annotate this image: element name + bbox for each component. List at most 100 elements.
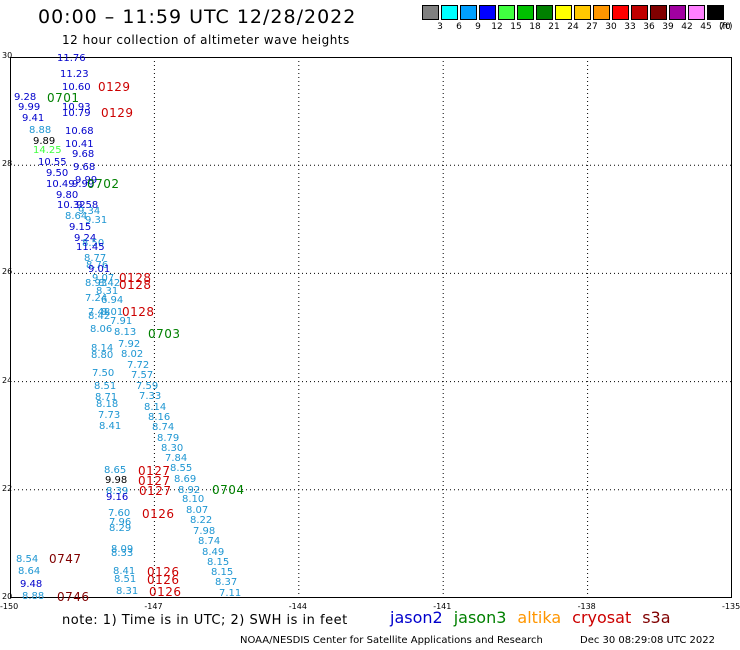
- wave-height-value: 8.71: [95, 392, 118, 403]
- satellite-name-cryosat: cryosat: [572, 608, 632, 627]
- wave-height-value: 7.50: [92, 368, 115, 379]
- wave-height-value: 7.84: [165, 453, 188, 464]
- pass-time-label: 0127: [138, 464, 171, 478]
- wave-height-value: 8.50: [82, 238, 105, 249]
- lon-tick-label: -150: [0, 602, 19, 611]
- legend-swatch: [574, 5, 591, 20]
- wave-height-value: 8.01: [101, 307, 124, 318]
- wave-height-value: 8.55: [170, 463, 193, 474]
- legend-swatch: [422, 5, 439, 20]
- wave-height-value: 8.31: [116, 586, 139, 597]
- wave-height-value: 9.28: [14, 92, 37, 103]
- lat-tick-label: 22: [2, 483, 13, 493]
- wave-height-value: 8.14: [144, 402, 167, 413]
- legend-swatch: [593, 5, 610, 20]
- wave-height-value: 10.55: [38, 157, 67, 168]
- legend-swatch: [460, 5, 477, 20]
- pass-time-label: 0129: [98, 80, 131, 94]
- wave-height-value: 8.69: [174, 474, 197, 485]
- wave-height-value: 9.68: [72, 149, 95, 160]
- legend-swatch: [669, 5, 686, 20]
- lat-tick-label: 28: [2, 159, 13, 169]
- wave-height-value: 8.06: [90, 324, 113, 335]
- wave-height-value: 8.93: [85, 278, 108, 289]
- pass-time-label: 0701: [47, 91, 80, 105]
- wave-height-value: 9.31: [85, 215, 108, 226]
- wave-height-value: 7.24: [85, 293, 108, 304]
- legend-label: 39: [662, 22, 674, 32]
- wave-height-value: 8.10: [182, 494, 205, 505]
- wave-height-value: 6.94: [101, 295, 124, 306]
- wave-height-value: 8.33: [111, 548, 134, 559]
- pass-time-label: 0747: [49, 552, 82, 566]
- wave-height-value: 7.57: [131, 370, 154, 381]
- wave-height-value: 8.80: [91, 350, 114, 361]
- wave-height-value: 9.80: [56, 190, 79, 201]
- pass-time-label: 0126: [147, 573, 180, 587]
- lon-tick-label: -138: [577, 602, 596, 611]
- wave-height-value: 9.07: [92, 273, 115, 284]
- legend-label: 12: [491, 22, 503, 32]
- legend-label: 15: [510, 22, 522, 32]
- wave-height-value: 11.45: [76, 242, 105, 253]
- legend-label: 18: [529, 22, 541, 32]
- lon-tick-label: -135: [722, 602, 740, 611]
- wave-height-value: 9.68: [73, 162, 96, 173]
- legend-label: 33: [624, 22, 636, 32]
- wave-height-value: 8.42: [98, 278, 121, 289]
- legend-swatch: [688, 5, 705, 20]
- satellite-name-jason2: jason2: [390, 608, 443, 627]
- wave-height-value: 7.91: [110, 316, 133, 327]
- pass-time-label: 0746: [57, 590, 90, 604]
- pass-time-label: 0704: [212, 483, 245, 497]
- lon-tick-label: -147: [144, 602, 163, 611]
- satellite-name-s3a: s3a: [642, 608, 671, 627]
- wave-height-value: 9.58: [76, 200, 99, 211]
- wave-height-value: 7.11: [219, 588, 242, 599]
- wave-height-value: 8.41: [99, 421, 122, 432]
- lat-tick-label: 30: [2, 51, 13, 60]
- wave-height-value: 8.16: [148, 412, 171, 423]
- wave-height-value: 10.79: [62, 108, 91, 119]
- pass-time-label: 0703: [148, 327, 181, 341]
- pass-time-label: 0702: [87, 177, 120, 191]
- wave-height-value: 9.99: [18, 102, 41, 113]
- satellite-name-jason3: jason3: [453, 608, 507, 627]
- wave-height-value: 9.48: [20, 579, 43, 590]
- wave-height-value: 8.31: [96, 286, 119, 297]
- legend-swatch: [517, 5, 534, 20]
- wave-height-value: 9.01: [88, 264, 111, 275]
- legend-label: 36: [643, 22, 655, 32]
- legend-swatch: [707, 5, 724, 20]
- legend-label: 27: [586, 22, 598, 32]
- legend-swatch: [498, 5, 515, 20]
- wave-height-value: 8.51: [114, 574, 137, 585]
- legend-label: 70: [719, 22, 731, 32]
- wave-height-value: 8.77: [84, 253, 107, 264]
- wave-height-value: 10.60: [62, 82, 91, 93]
- wave-height-value: 8.54: [16, 554, 39, 565]
- wave-height-value: 8.37: [215, 577, 238, 588]
- wave-height-value: 8.65: [104, 465, 127, 476]
- legend-swatch: [479, 5, 496, 20]
- legend-swatch: [631, 5, 648, 20]
- legend-swatch: [536, 5, 553, 20]
- satellite-name-altika: altika: [517, 608, 562, 627]
- wave-height-value: 8.64: [18, 566, 41, 577]
- wave-height-value: 10.41: [65, 139, 94, 150]
- lon-tick-label: -141: [433, 602, 452, 611]
- wave-height-value: 9.34: [78, 206, 101, 217]
- legend-label: 21: [548, 22, 560, 32]
- wave-height-value: 7.59: [136, 381, 159, 392]
- wave-height-value: 9.24: [74, 233, 97, 244]
- credit-line: NOAA/NESDIS Center for Satellite Applica…: [240, 635, 543, 646]
- wave-height-value: 8.49: [202, 547, 225, 558]
- lat-tick-label: 26: [2, 267, 13, 277]
- wave-height-value: 8.39: [106, 486, 129, 497]
- legend-label: 42: [681, 22, 693, 32]
- pass-time-label: 0129: [101, 106, 134, 120]
- wave-height-value: 8.76: [86, 260, 109, 271]
- wave-height-value: 7.72: [127, 360, 150, 371]
- wave-height-value: 11.76: [57, 53, 86, 64]
- wave-height-value: 9.16: [106, 492, 129, 503]
